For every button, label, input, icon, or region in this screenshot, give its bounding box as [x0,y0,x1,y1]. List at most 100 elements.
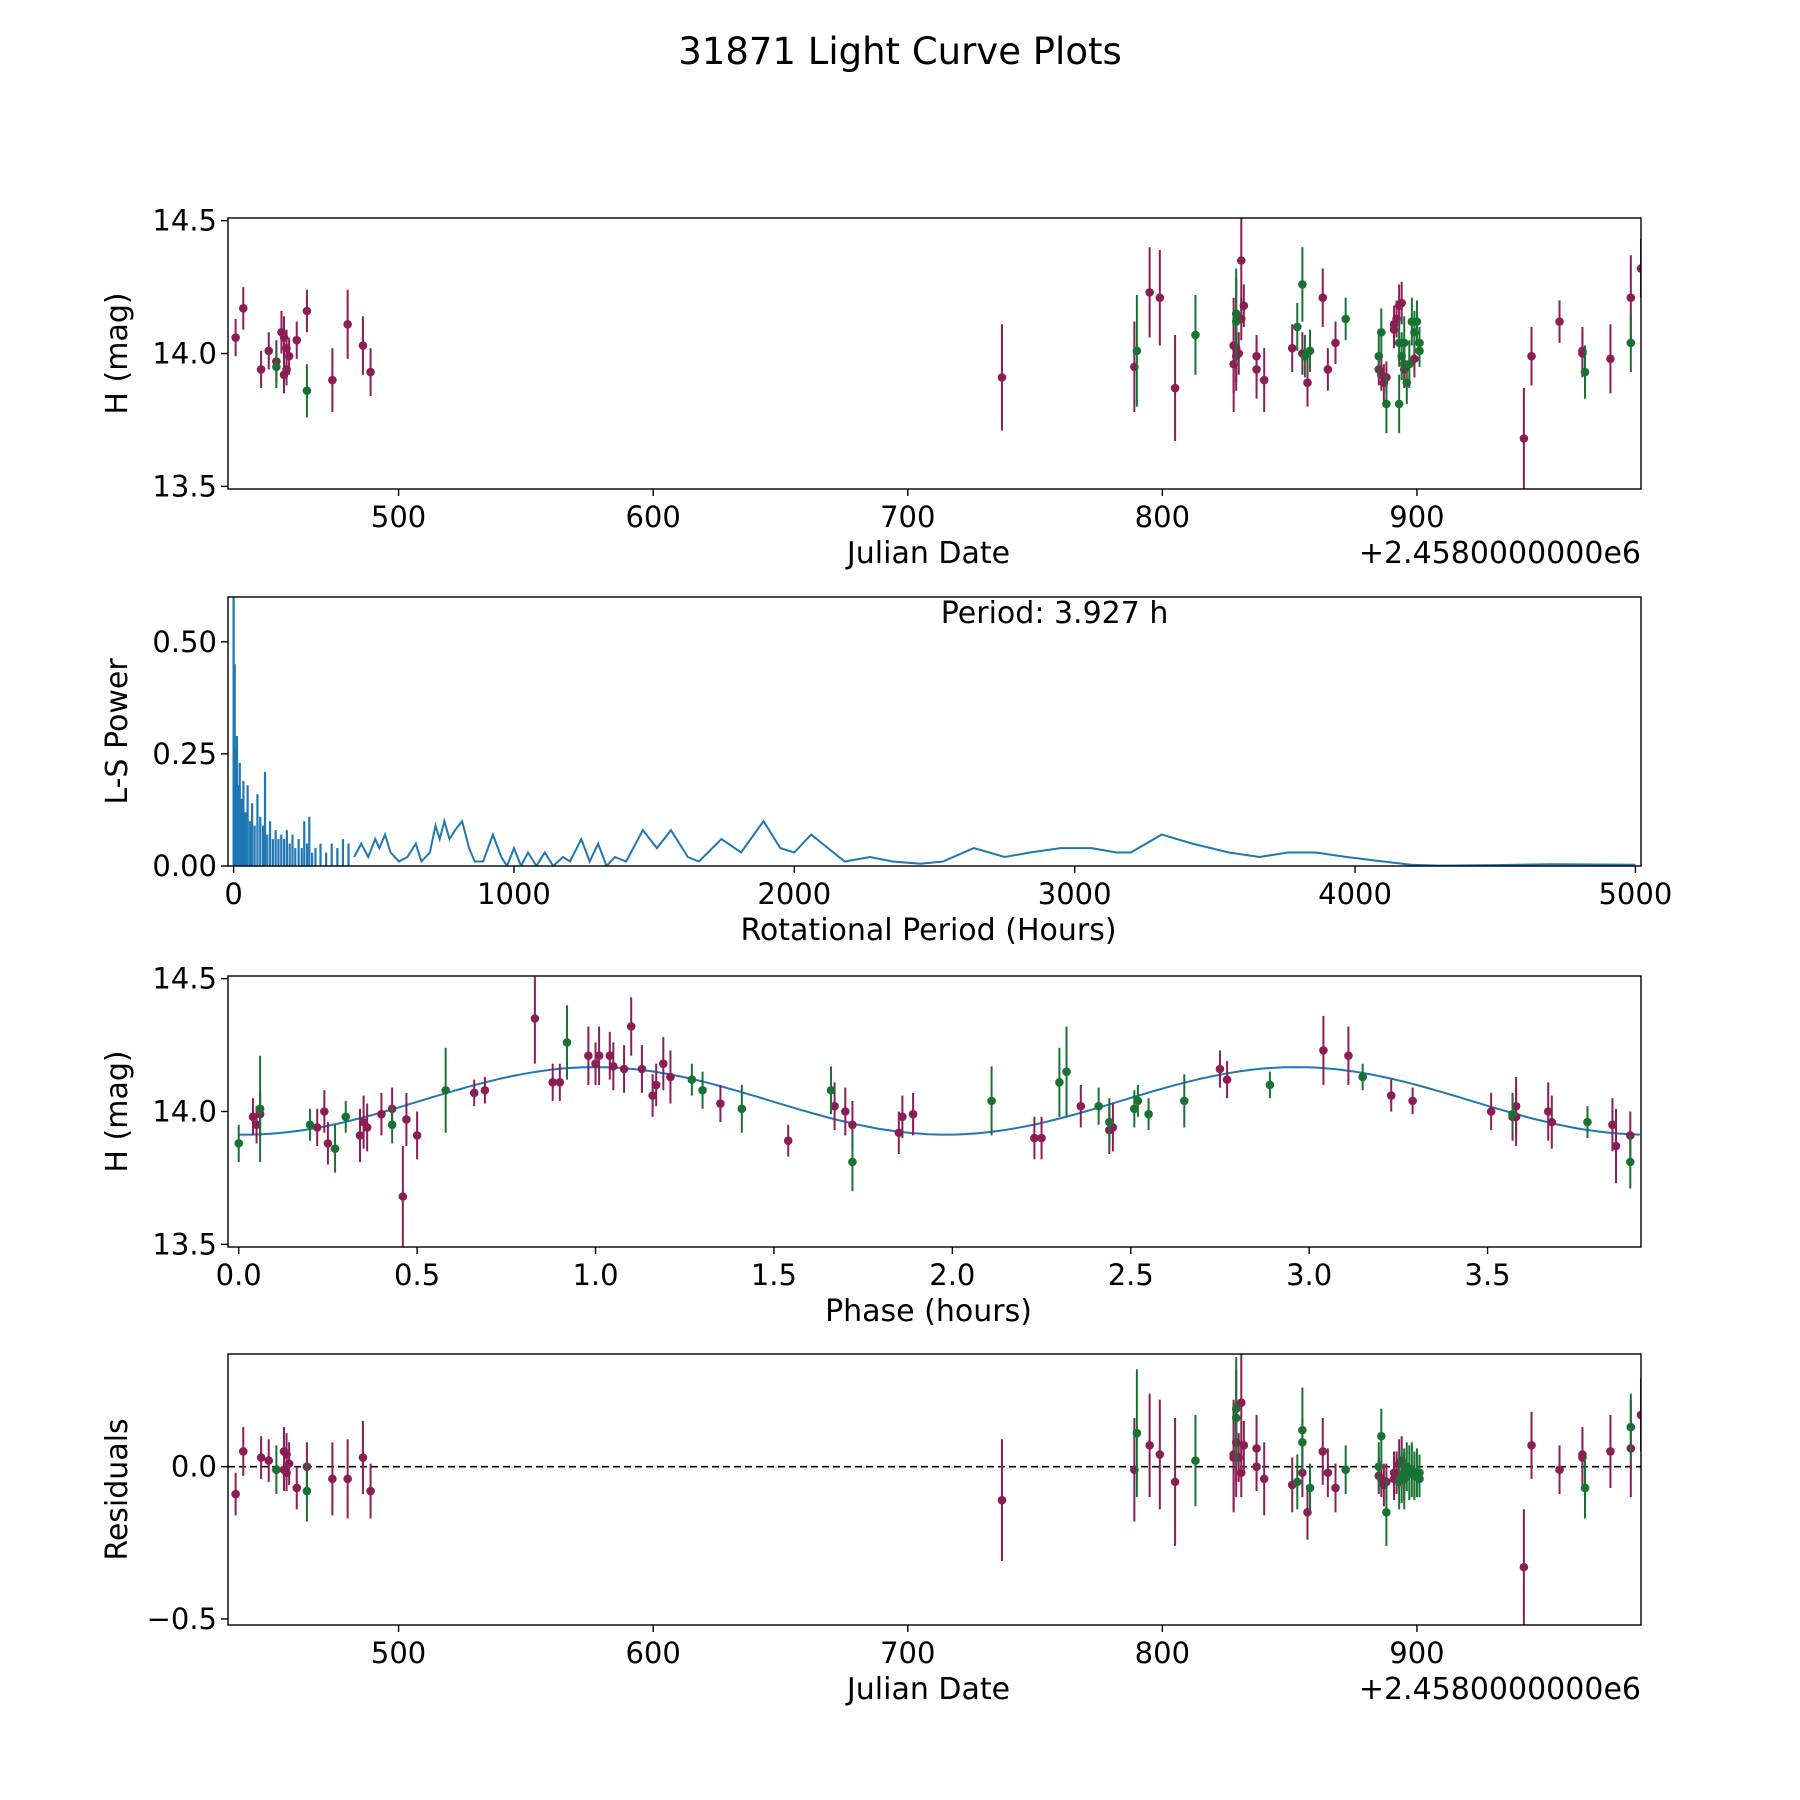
data-point [238,1447,248,1456]
y-tick-label: −0.5 [147,1602,217,1636]
x-tick-label: 900 [1389,500,1444,534]
data-point [234,1139,244,1148]
x-tick-label: 3000 [1038,877,1112,911]
data-point [1292,322,1302,332]
phase-y-axis-label: H (mag) [100,1050,135,1172]
periodogram-axes-frame [227,596,1642,867]
data-point [377,1109,386,1119]
data-point [783,1136,793,1146]
data-point [264,1456,274,1465]
data-point [305,1120,315,1130]
data-point [1170,383,1180,393]
x-tick-label: 4000 [1318,877,1392,911]
data-point [1386,1091,1396,1100]
data-point [302,1486,312,1496]
phase-fit-curve [238,1066,1640,1136]
y-tick-label: 13.5 [152,1227,217,1261]
data-point [1259,375,1269,385]
data-point [1625,1157,1635,1167]
data-point [1231,1413,1241,1423]
data-point [1415,346,1424,356]
data-point [1144,1109,1153,1119]
residuals-x-offset-label: +2.4580000000e6 [1359,1672,1641,1707]
data-point [997,373,1007,382]
data-point [1578,1450,1587,1459]
data-point [1287,343,1297,353]
data-point [231,1489,240,1499]
data-point [1303,378,1312,388]
data-point [1625,1131,1635,1140]
data-point [648,1091,657,1100]
data-point [1626,1422,1636,1432]
y-tick-label: 0.0 [171,1450,217,1484]
data-point [1543,1107,1553,1116]
data-point [1486,1107,1496,1116]
data-point [1030,1133,1039,1143]
data-point [548,1077,558,1087]
data-point [1305,346,1315,356]
y-tick-label: 14.0 [152,337,217,371]
panel-raw: 500 600 700 800 900 13.5 14.0 14.5 Julian Date H … [100,204,1642,571]
data-point [272,362,281,372]
residuals-axes-frame [227,1353,1642,1626]
data-point [830,1101,839,1111]
data-point [355,1131,365,1140]
data-point [1323,1468,1333,1478]
data-point [272,1465,281,1475]
data-point [1547,1117,1557,1127]
raw-plot-area [231,218,1641,489]
x-tick-label: 3.0 [1286,1258,1332,1292]
data-point [1377,1431,1386,1441]
y-tick-label: 14.5 [152,204,217,238]
data-point [1580,367,1590,377]
data-point [555,1077,565,1087]
data-point [1527,1441,1536,1450]
data-point [284,351,294,361]
data-point [1252,1444,1261,1453]
x-tick-label: 600 [625,1636,680,1670]
x-tick-label: 2000 [757,877,831,911]
data-point [626,1022,636,1031]
y-tick-label: 14.5 [152,962,217,996]
x-tick-label: 800 [1135,500,1190,534]
data-point [387,1120,397,1130]
data-point [1170,1477,1180,1487]
data-point [1408,1096,1417,1106]
data-point [1105,1117,1114,1127]
series-green [272,247,1636,434]
data-point [1300,351,1310,361]
data-point [323,1139,333,1148]
residuals-y-axis-label: Residuals [100,1418,135,1560]
data-point [987,1096,996,1106]
data-point [1377,327,1386,337]
data-point [1331,338,1340,348]
y-tick-label: 0.25 [152,737,217,771]
data-point [238,304,248,313]
data-point [1094,1101,1103,1111]
data-point [284,1459,294,1468]
data-point [441,1085,450,1095]
data-point [252,1120,261,1130]
data-point [659,1059,668,1068]
data-point [256,1453,266,1462]
data-point [328,375,337,385]
data-point [1215,1064,1225,1074]
data-point [1298,280,1307,289]
data-point [698,1085,707,1095]
raw-x-offset-label: +2.4580000000e6 [1359,536,1641,571]
data-point [1412,317,1422,326]
data-point [330,1144,340,1153]
data-point [619,1064,629,1074]
data-point [1410,354,1419,364]
x-tick-label: 700 [880,1636,935,1670]
x-tick-label: 3.5 [1465,1258,1511,1292]
data-point [1236,1468,1246,1478]
data-point [1062,1067,1071,1076]
phase-x-axis-label: Phase (hours) [825,1294,1032,1329]
data-point [1583,1117,1592,1127]
data-point [1318,1447,1328,1456]
data-point [343,319,352,329]
data-point [292,335,302,345]
data-point [591,1059,600,1068]
x-tick-label: 0.0 [216,1258,262,1292]
